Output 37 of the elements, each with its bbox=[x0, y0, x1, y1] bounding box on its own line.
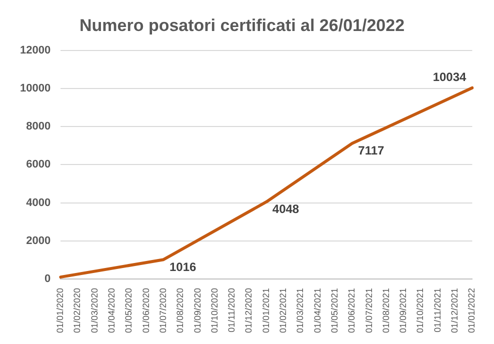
x-tick-label: 01/09/2020 bbox=[192, 288, 202, 334]
x-tick-label: 01/02/2021 bbox=[278, 288, 288, 334]
x-tick-label: 01/06/2021 bbox=[346, 288, 357, 334]
x-tick-label: 01/12/2020 bbox=[244, 288, 254, 334]
x-tick-label: 01/07/2020 bbox=[158, 288, 168, 334]
x-tick-label: 01/01/2020 bbox=[55, 288, 66, 334]
x-tick-label: 01/03/2020 bbox=[89, 288, 100, 334]
y-tick-label: 2000 bbox=[26, 234, 51, 247]
chart-title: Numero posatori certificati al 26/01/2022 bbox=[79, 16, 405, 35]
x-tick-label: 01/03/2021 bbox=[295, 288, 306, 334]
data-label: 10034 bbox=[432, 70, 467, 84]
x-tick-label: 01/11/2020 bbox=[226, 288, 237, 332]
x-tick-label: 01/09/2021 bbox=[398, 288, 408, 334]
x-tick-label: 01/02/2020 bbox=[72, 288, 82, 334]
x-tick-label: 01/01/2021 bbox=[260, 288, 271, 334]
x-tick-label: 01/05/2021 bbox=[329, 288, 340, 334]
y-tick-label: 0 bbox=[44, 272, 51, 285]
data-label: 7117 bbox=[358, 144, 385, 158]
x-tick-label: 01/04/2021 bbox=[312, 288, 322, 334]
y-tick-label: 12000 bbox=[20, 44, 51, 56]
x-tick-label: 01/05/2020 bbox=[124, 288, 134, 334]
x-tick-label: 01/08/2021 bbox=[380, 288, 391, 334]
y-tick-label: 4000 bbox=[26, 196, 51, 209]
x-tick-label: 01/12/2021 bbox=[450, 288, 460, 334]
x-tick-label: 01/04/2020 bbox=[106, 288, 117, 334]
x-tick-label: 01/06/2020 bbox=[140, 288, 151, 334]
x-tick-label: 01/07/2021 bbox=[364, 288, 374, 334]
y-tick-label: 8000 bbox=[26, 120, 51, 133]
data-label: 1016 bbox=[169, 260, 197, 274]
x-tick-label: 01/11/2021 bbox=[432, 288, 442, 332]
y-tick-label: 6000 bbox=[26, 158, 51, 171]
data-label: 4048 bbox=[272, 202, 300, 216]
x-tick-label: 01/10/2020 bbox=[209, 288, 220, 334]
x-tick-label: 01/10/2021 bbox=[415, 288, 426, 334]
x-tick-label: 01/01/2022 bbox=[466, 288, 477, 334]
y-tick-label: 10000 bbox=[20, 82, 51, 95]
x-tick-label: 01/08/2020 bbox=[175, 288, 186, 334]
